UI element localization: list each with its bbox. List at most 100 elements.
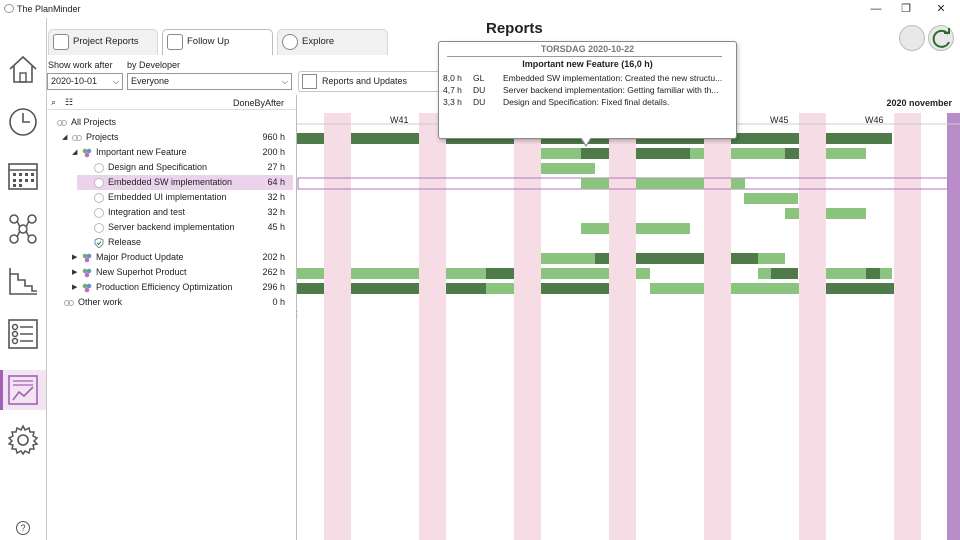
work-bar [581,178,609,189]
work-bar [595,223,609,234]
tab-follow-up[interactable]: Follow Up [162,29,273,55]
tree-row[interactable]: ◢ Projects 960 h [47,130,293,145]
work-bar [541,268,609,279]
work-bar [731,148,785,159]
work-bar [297,133,324,144]
tree-row[interactable]: Server backend implementation 45 h [47,220,293,235]
work-bar [486,268,514,279]
by-developer-label: by Developer [127,60,181,70]
minimize-button[interactable]: — [870,3,882,15]
tab-explore[interactable]: Explore [277,29,388,55]
weekend-band [419,113,446,540]
reports-and-updates-button[interactable]: Reports and Updates [298,71,448,92]
selected-row-outline [297,177,949,190]
work-bar [351,133,419,144]
work-bar [351,283,419,294]
week-label: W41 [390,115,409,125]
checklist-icon[interactable] [6,317,40,351]
calendar-icon[interactable] [6,158,40,192]
gantt-chart[interactable]: W41W42W43W44W45W46 2020 november [296,95,960,540]
refresh-icon[interactable] [928,25,954,51]
help-icon[interactable]: ? [16,521,30,535]
tree-row[interactable]: ◢ Important new Feature 200 h [47,145,293,160]
work-bar [297,268,324,279]
calendar-settings-icon[interactable] [899,25,925,51]
tree-row[interactable]: Design and Specification 27 h [47,160,293,175]
stairs-chart-icon[interactable] [6,264,40,298]
tree-row-label: Projects [86,132,119,142]
reports-button-label: Reports and Updates [322,76,408,86]
clock-icon[interactable] [6,105,40,139]
project-icon [82,268,92,278]
work-bar [541,253,595,264]
developer-select-value: Everyone [131,76,170,86]
network-icon[interactable] [6,211,40,245]
title-bar: The PlanMinder — ❐ ✕ [0,0,960,18]
work-bar [351,268,419,279]
tree-row-label: Release [108,237,142,247]
entry-hours: 3,3 h [443,97,462,107]
tree-row-hours: 32 h [267,207,285,217]
work-bar [581,223,595,234]
collapse-arrow-icon[interactable]: ◢ [62,134,68,141]
filter-sliders-icon[interactable]: ☷ [65,97,74,107]
tooltip-pointer [580,137,592,147]
work-bar [541,283,609,294]
follow-up-icon [167,34,183,50]
tree-row[interactable]: Other work 0 h [47,295,293,310]
restore-button[interactable]: ❐ [901,3,911,15]
day-tooltip: TORSDAG 2020-10-22 Important new Feature… [438,41,737,139]
task-circle-icon [94,223,104,233]
expand-arrow-icon[interactable]: ▶ [72,269,78,276]
report-icon [53,34,69,50]
reports-icon [302,74,317,89]
home-icon[interactable] [6,52,40,86]
date-select[interactable]: 2020-10-01 ⌵ [47,73,123,90]
tree-row[interactable]: Release [47,235,293,250]
expand-arrow-icon[interactable]: ▶ [72,284,78,291]
tree-row[interactable]: ▶ New Superhot Product 262 h [47,265,293,280]
work-bar [826,208,866,219]
work-bar [826,133,892,144]
splitter-handle[interactable]: ⋮ [293,310,301,319]
project-tree: ⌕ ☷ DoneByAfter All Projects ◢ Projects 960… [47,95,296,540]
tree-row[interactable]: All Projects [47,115,293,130]
tree-row[interactable]: Embedded UI implementation 32 h [47,190,293,205]
project-icon [82,253,92,263]
close-button[interactable]: ✕ [936,3,946,15]
report-chart-icon[interactable] [0,370,46,410]
tree-row-label: Embedded UI implementation [108,192,227,202]
tree-row-hours: 960 h [262,132,285,142]
tree-row-hours: 0 h [272,297,285,307]
tree-row[interactable]: ▶ Major Product Update 202 h [47,250,293,265]
tab-project-reports[interactable]: Project Reports [48,29,158,55]
folder-icon [64,298,74,307]
project-icon [82,148,92,158]
task-circle-icon [94,163,104,173]
expand-arrow-icon[interactable]: ▶ [72,254,78,261]
folder-icon [72,133,82,142]
collapse-arrow-icon[interactable]: ◢ [72,149,78,156]
folder-icon [57,118,67,127]
gear-icon[interactable] [6,423,40,457]
tree-row-label: Server backend implementation [108,222,235,232]
magnifier-icon [282,34,298,50]
milestone-icon [94,237,104,249]
weekend-band [894,113,921,540]
month-label: 2020 november [886,98,952,108]
chevron-down-icon: ⌵ [281,77,288,86]
developer-select[interactable]: Everyone ⌵ [127,73,292,90]
tree-row[interactable]: Embedded SW implementation 64 h [77,175,293,190]
work-bar [866,268,880,279]
work-bar [446,283,486,294]
work-bar [636,253,704,264]
tree-row[interactable]: Integration and test 32 h [47,205,293,220]
tree-row[interactable]: ▶ Production Efficiency Optimization 296 h [47,280,293,295]
tree-row-label: Design and Specification [108,162,208,172]
done-by-after-column[interactable]: DoneByAfter [232,98,284,108]
work-bar [486,283,514,294]
search-icon[interactable]: ⌕ [51,97,57,107]
work-bar [636,268,650,279]
weekend-band [799,113,826,540]
entry-developer: DU [473,97,486,107]
